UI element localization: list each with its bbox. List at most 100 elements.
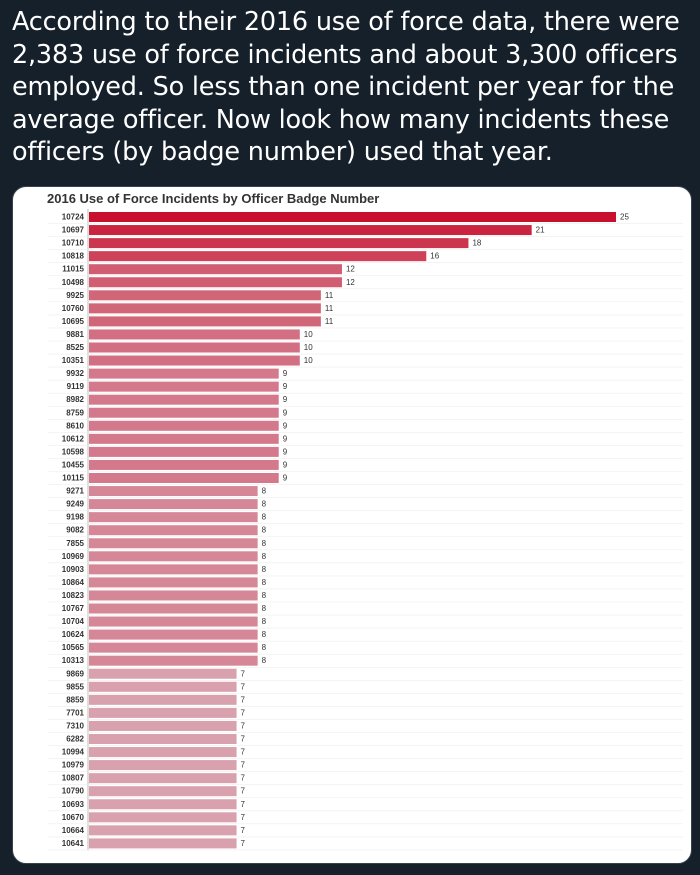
bar — [89, 825, 237, 836]
bar — [89, 303, 321, 314]
data-label: 10 — [304, 356, 313, 365]
bar — [89, 290, 321, 301]
tick-label: 10565 — [62, 643, 85, 652]
tick-label: 8759 — [66, 408, 84, 417]
tick-label: 10864 — [62, 578, 85, 587]
data-label: 8 — [262, 487, 267, 496]
data-label: 12 — [346, 265, 355, 274]
bar — [89, 212, 616, 222]
bar — [89, 342, 300, 353]
data-label: 8 — [262, 500, 267, 509]
tick-label: 8610 — [66, 421, 84, 430]
data-label: 7 — [241, 774, 246, 783]
tweet-media-image[interactable]: 2016 Use of Force Incidents by Officer B… — [12, 186, 692, 864]
bar — [89, 433, 279, 444]
tick-label: 9082 — [66, 526, 84, 535]
bar — [89, 277, 342, 288]
data-label: 10 — [304, 330, 313, 339]
tick-label: 10693 — [62, 800, 85, 809]
tick-label: 10823 — [62, 591, 85, 600]
bar — [89, 407, 279, 418]
data-label: 7 — [241, 800, 246, 809]
bar — [89, 225, 532, 236]
bar — [89, 525, 258, 536]
tick-label: 10767 — [62, 604, 85, 613]
data-label: 7 — [241, 839, 246, 848]
data-label: 9 — [283, 474, 288, 483]
data-label: 9 — [283, 434, 288, 443]
bar — [89, 368, 279, 379]
data-label: 7 — [241, 721, 246, 730]
bar — [89, 799, 237, 810]
data-label: 8 — [262, 643, 267, 652]
tick-label: 10710 — [62, 239, 85, 248]
tick-label: 9198 — [66, 513, 84, 522]
bar — [89, 668, 237, 679]
data-label: 9 — [283, 408, 288, 417]
tick-label: 6282 — [66, 735, 84, 744]
bar — [89, 564, 258, 575]
tick-label: 9925 — [66, 291, 84, 300]
bar — [89, 773, 237, 784]
data-label: 7 — [241, 682, 246, 691]
data-label: 7 — [241, 813, 246, 822]
bar — [89, 720, 237, 731]
bar — [89, 238, 469, 249]
tick-label: 10790 — [62, 787, 85, 796]
tick-label: 10664 — [62, 826, 85, 835]
tick-label: 10697 — [62, 226, 85, 235]
tick-label: 9855 — [66, 682, 84, 691]
tick-label: 9932 — [66, 369, 84, 378]
bar — [89, 655, 258, 666]
bar — [89, 590, 258, 601]
bar — [89, 577, 258, 588]
bar — [89, 316, 321, 327]
data-label: 8 — [262, 656, 267, 665]
data-label: 8 — [262, 630, 267, 639]
data-label: 9 — [283, 447, 288, 456]
data-label: 7 — [241, 695, 246, 704]
bar — [89, 420, 279, 431]
bar — [89, 446, 279, 457]
tick-label: 10704 — [62, 617, 85, 626]
tick-label: 10818 — [62, 252, 85, 261]
bar — [89, 264, 342, 275]
bar — [89, 629, 258, 640]
bar — [89, 616, 258, 627]
data-label: 7 — [241, 669, 246, 678]
bar — [89, 538, 258, 549]
tweet-text: According to their 2016 use of force dat… — [12, 7, 680, 167]
data-label: 8 — [262, 526, 267, 535]
tick-label: 11015 — [62, 265, 84, 274]
bar — [89, 499, 258, 510]
tick-label: 10807 — [62, 774, 85, 783]
data-label: 9 — [283, 369, 288, 378]
tick-label: 8859 — [66, 695, 84, 704]
tick-label: 10969 — [62, 552, 85, 561]
tick-label: 8982 — [66, 395, 84, 404]
tick-label: 10313 — [62, 656, 85, 665]
tick-label: 10351 — [62, 356, 85, 365]
chart-title: 2016 Use of Force Incidents by Officer B… — [47, 191, 380, 206]
data-label: 7 — [241, 708, 246, 717]
data-label: 10 — [304, 343, 313, 352]
tick-label: 10724 — [62, 213, 85, 222]
data-label: 8 — [262, 513, 267, 522]
bar — [89, 786, 237, 797]
tick-label: 10612 — [62, 434, 85, 443]
bar — [89, 381, 279, 392]
bar — [89, 355, 300, 366]
bar — [89, 760, 237, 771]
tick-label: 10903 — [62, 565, 85, 574]
bar — [89, 694, 237, 705]
data-label: 7 — [241, 826, 246, 835]
tick-label: 10695 — [62, 317, 85, 326]
bar — [89, 329, 300, 340]
tick-label: 10994 — [62, 748, 85, 757]
data-label: 21 — [536, 226, 545, 235]
bar — [89, 603, 258, 614]
tick-label: 10760 — [62, 304, 85, 313]
tick-label: 7701 — [66, 708, 84, 717]
tick-label: 9249 — [66, 500, 84, 509]
data-label: 18 — [472, 239, 481, 248]
